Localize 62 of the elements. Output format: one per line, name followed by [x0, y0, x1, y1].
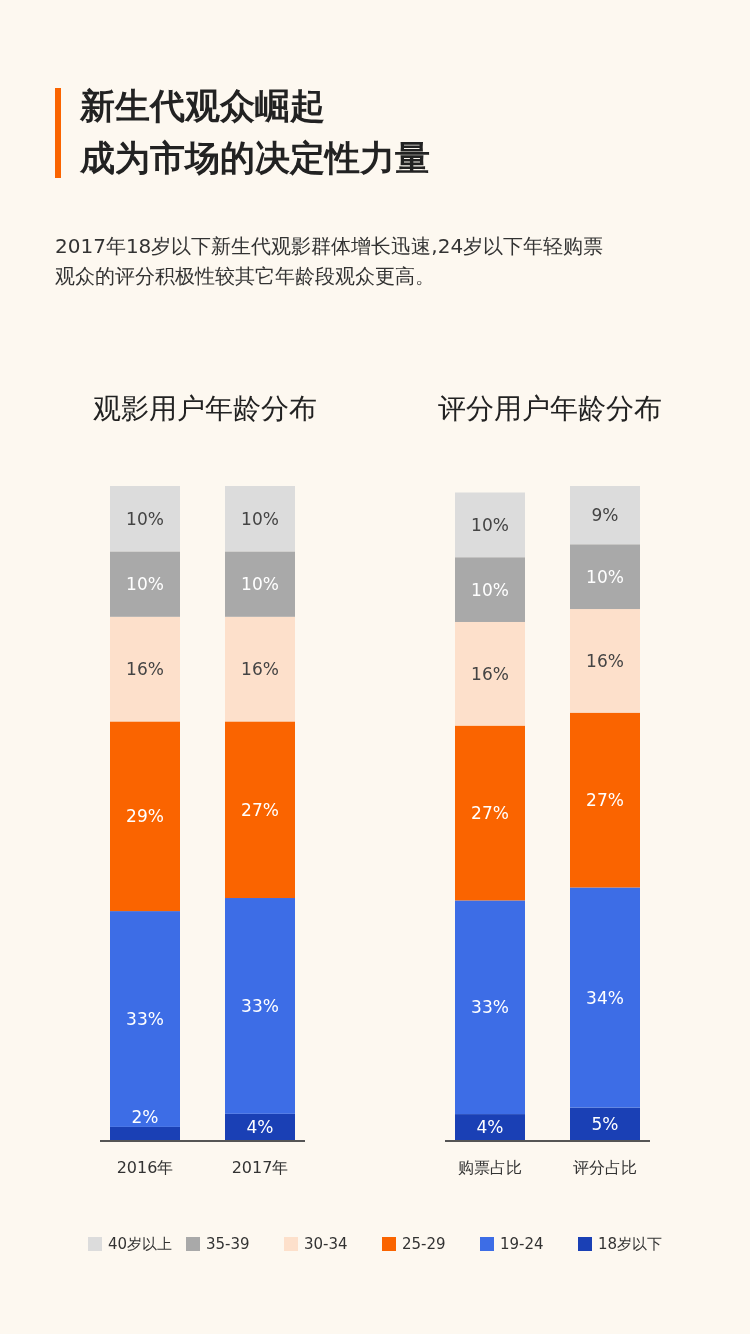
data-label: 10% [471, 514, 509, 535]
x-tick-label: 评分占比 [573, 1158, 637, 1177]
bar [110, 616, 180, 722]
legend-label: 18岁以下 [598, 1235, 663, 1253]
data-label: 9% [591, 505, 619, 526]
data-label: 33% [126, 1009, 164, 1030]
bar [570, 1107, 640, 1140]
data-label: 4% [476, 1117, 504, 1138]
data-label: 10% [241, 508, 279, 529]
bar [455, 900, 525, 1115]
bar [225, 898, 295, 1114]
legend-label: 19-24 [500, 1235, 544, 1253]
bar [225, 486, 295, 552]
chart-title: 评分用户年龄分布 [438, 392, 662, 425]
legend-label: 40岁以上 [108, 1235, 173, 1253]
bar [110, 1126, 180, 1140]
bar [455, 621, 525, 726]
text: 2017年18岁以下新生代观影群体增长迅速,24岁以下年轻购票观众的评分积极性较其它年龄段观众更高。 [55, 234, 604, 288]
legend-label: 35-39 [206, 1235, 250, 1253]
bar [225, 1113, 295, 1140]
data-label: 2% [131, 1106, 159, 1127]
chart-title: 观影用户年龄分布 [93, 392, 317, 425]
bar [110, 911, 180, 1127]
bar [225, 616, 295, 722]
data-label: 16% [241, 659, 279, 680]
data-label: 10% [241, 574, 279, 595]
bar [455, 725, 525, 901]
data-label: 33% [241, 995, 279, 1016]
bar [110, 551, 180, 617]
data-label: 16% [126, 659, 164, 680]
bar [455, 492, 525, 558]
data-label: 10% [586, 566, 624, 587]
data-label: 29% [126, 806, 164, 827]
bar [570, 887, 640, 1108]
bar [455, 1114, 525, 1140]
data-label: 10% [126, 574, 164, 595]
x-tick-label: 2016年 [116, 1158, 174, 1177]
data-label: 34% [586, 987, 624, 1008]
legend-label: 25-29 [402, 1235, 446, 1253]
legend-label: 30-34 [304, 1235, 348, 1253]
bar [570, 486, 640, 545]
data-label: 4% [246, 1116, 274, 1137]
x-tick-label: 2017年 [231, 1158, 289, 1177]
bar [225, 721, 295, 899]
data-label: 27% [241, 799, 279, 820]
bar [225, 551, 295, 617]
data-label: 5% [591, 1113, 619, 1134]
data-label: 16% [471, 663, 509, 684]
data-label: 16% [586, 650, 624, 671]
data-label: 10% [471, 579, 509, 600]
data-label: 27% [471, 803, 509, 823]
bar [570, 609, 640, 713]
bar [455, 557, 525, 622]
data-label: 10% [126, 508, 164, 529]
bar [110, 486, 180, 552]
bar [110, 721, 180, 912]
bar [570, 712, 640, 888]
data-label: 27% [586, 790, 624, 811]
x-tick-label: 购票占比 [458, 1158, 522, 1177]
text: 新生代观众崛起成为市场的决定性力量 [79, 86, 430, 178]
bar [570, 544, 640, 610]
data-label: 33% [471, 997, 509, 1018]
